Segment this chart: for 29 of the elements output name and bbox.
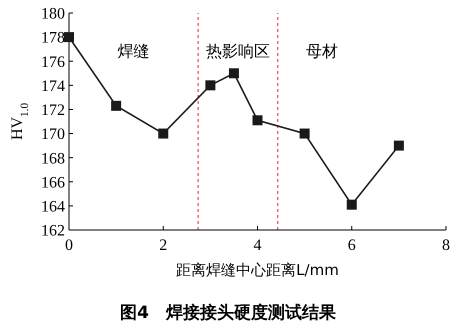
y-tick-label: 176: [41, 54, 65, 71]
y-tick-label: 178: [41, 30, 65, 47]
y-tick-label: 166: [41, 174, 65, 192]
point: [64, 32, 74, 42]
y-tick-label: 180: [41, 6, 65, 23]
y-tick-label: 168: [41, 150, 65, 168]
point: [111, 100, 122, 111]
y-tick-label: 170: [41, 126, 65, 144]
x-axis-title: 距离焊缝中心距离L/mm: [176, 261, 339, 279]
x-tick-label: 6: [348, 237, 356, 254]
annotation: 焊缝: [118, 42, 150, 61]
text: 图4 焊接接头硬度测试结果: [120, 303, 337, 323]
point: [158, 128, 168, 139]
y-tick-label: 162: [41, 222, 65, 240]
x-tick-label: 0: [65, 237, 73, 254]
point: [252, 115, 262, 126]
annotation: 热影响区: [206, 42, 270, 61]
point: [300, 128, 310, 139]
x-tick-label: 4: [254, 237, 262, 254]
point: [205, 80, 216, 90]
y-tick-label: 172: [41, 102, 65, 120]
point: [346, 200, 357, 210]
x-tick-label: 2: [159, 237, 168, 254]
y-tick-label: 174: [41, 78, 65, 95]
annotation: 母材: [306, 42, 338, 61]
y-tick-label: 164: [41, 198, 65, 216]
point: [228, 68, 239, 78]
x-tick-label: 8: [442, 237, 450, 254]
point: [394, 140, 404, 151]
